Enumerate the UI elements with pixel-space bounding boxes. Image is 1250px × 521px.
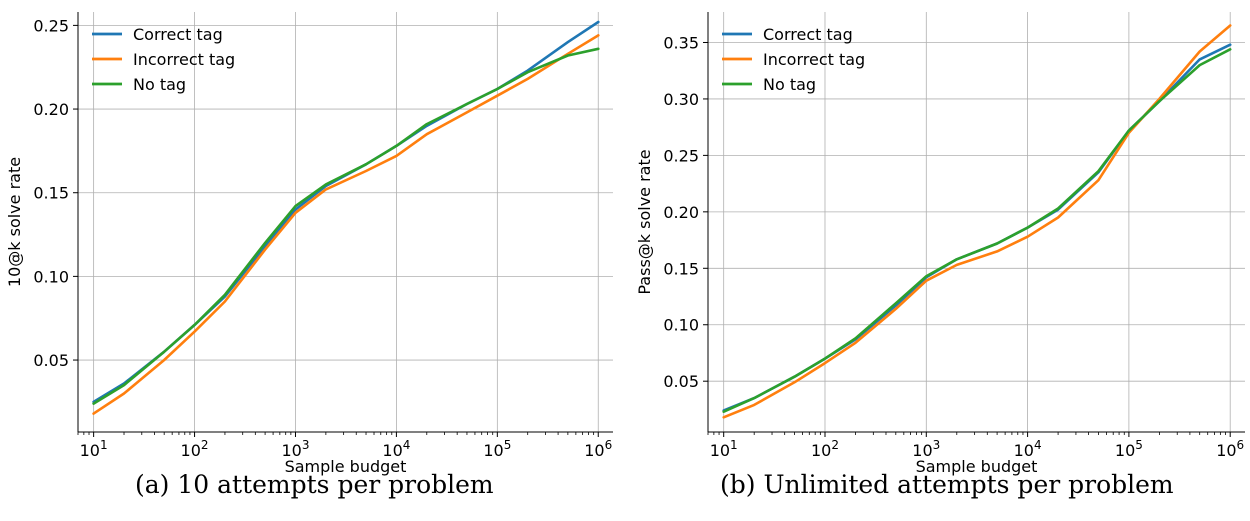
x-axis-label: Sample budget [916,457,1038,476]
series-line-no-tag [92,47,600,405]
y-tick-label: 0.25 [663,146,699,165]
x-axis-label: Sample budget [285,457,407,476]
y-tick-label: 0.35 [663,33,699,52]
x-tick-label: 102 [181,438,209,460]
x-tick-label: 106 [1216,438,1244,460]
x-tick-exponent: 6 [605,438,613,452]
legend-label: Incorrect tag [763,50,865,69]
y-tick-label: 0.15 [33,184,69,203]
x-tick-exponent: 3 [302,438,310,452]
panel-b-caption: (b) Unlimited attempts per problem [720,470,1174,499]
x-tick-label: 105 [1115,438,1143,460]
y-axis-label: Pass@k solve rate [635,149,654,294]
y-axis-label: 10@k solve rate [5,157,24,287]
series-line-no-tag [722,47,1232,414]
panel-a-caption: (a) 10 attempts per problem [135,470,494,499]
legend-label: Correct tag [133,25,223,44]
y-tick-label: 0.05 [33,351,69,370]
legend-label: No tag [133,75,186,94]
series-line-incorrect-tag [92,34,600,415]
y-tick-label: 0.20 [33,100,69,119]
x-tick-exponent: 5 [1135,438,1143,452]
y-tick-label: 0.15 [663,259,699,278]
x-tick-exponent: 1 [730,438,738,452]
y-tick-label: 0.30 [663,90,699,109]
x-tick-exponent: 4 [403,438,411,452]
x-tick-exponent: 1 [100,438,108,452]
x-tick-exponent: 4 [1034,438,1042,452]
x-tick-exponent: 2 [201,438,209,452]
y-tick-label: 0.25 [33,16,69,35]
x-tick-label: 106 [584,438,612,460]
x-tick-label: 101 [80,438,108,460]
legend-label: No tag [763,75,816,94]
x-tick-exponent: 6 [1237,438,1245,452]
y-tick-label: 0.10 [663,316,699,335]
x-tick-exponent: 2 [831,438,839,452]
x-tick-exponent: 5 [504,438,512,452]
legend-label: Incorrect tag [133,50,235,69]
y-tick-label: 0.20 [663,203,699,222]
x-tick-label: 101 [710,438,738,460]
y-tick-label: 0.05 [663,372,699,391]
x-tick-label: 105 [483,438,511,460]
series-line-correct-tag [722,43,1232,412]
x-tick-label: 102 [811,438,839,460]
y-tick-label: 0.10 [33,267,69,286]
legend-label: Correct tag [763,25,853,44]
x-tick-exponent: 3 [933,438,941,452]
